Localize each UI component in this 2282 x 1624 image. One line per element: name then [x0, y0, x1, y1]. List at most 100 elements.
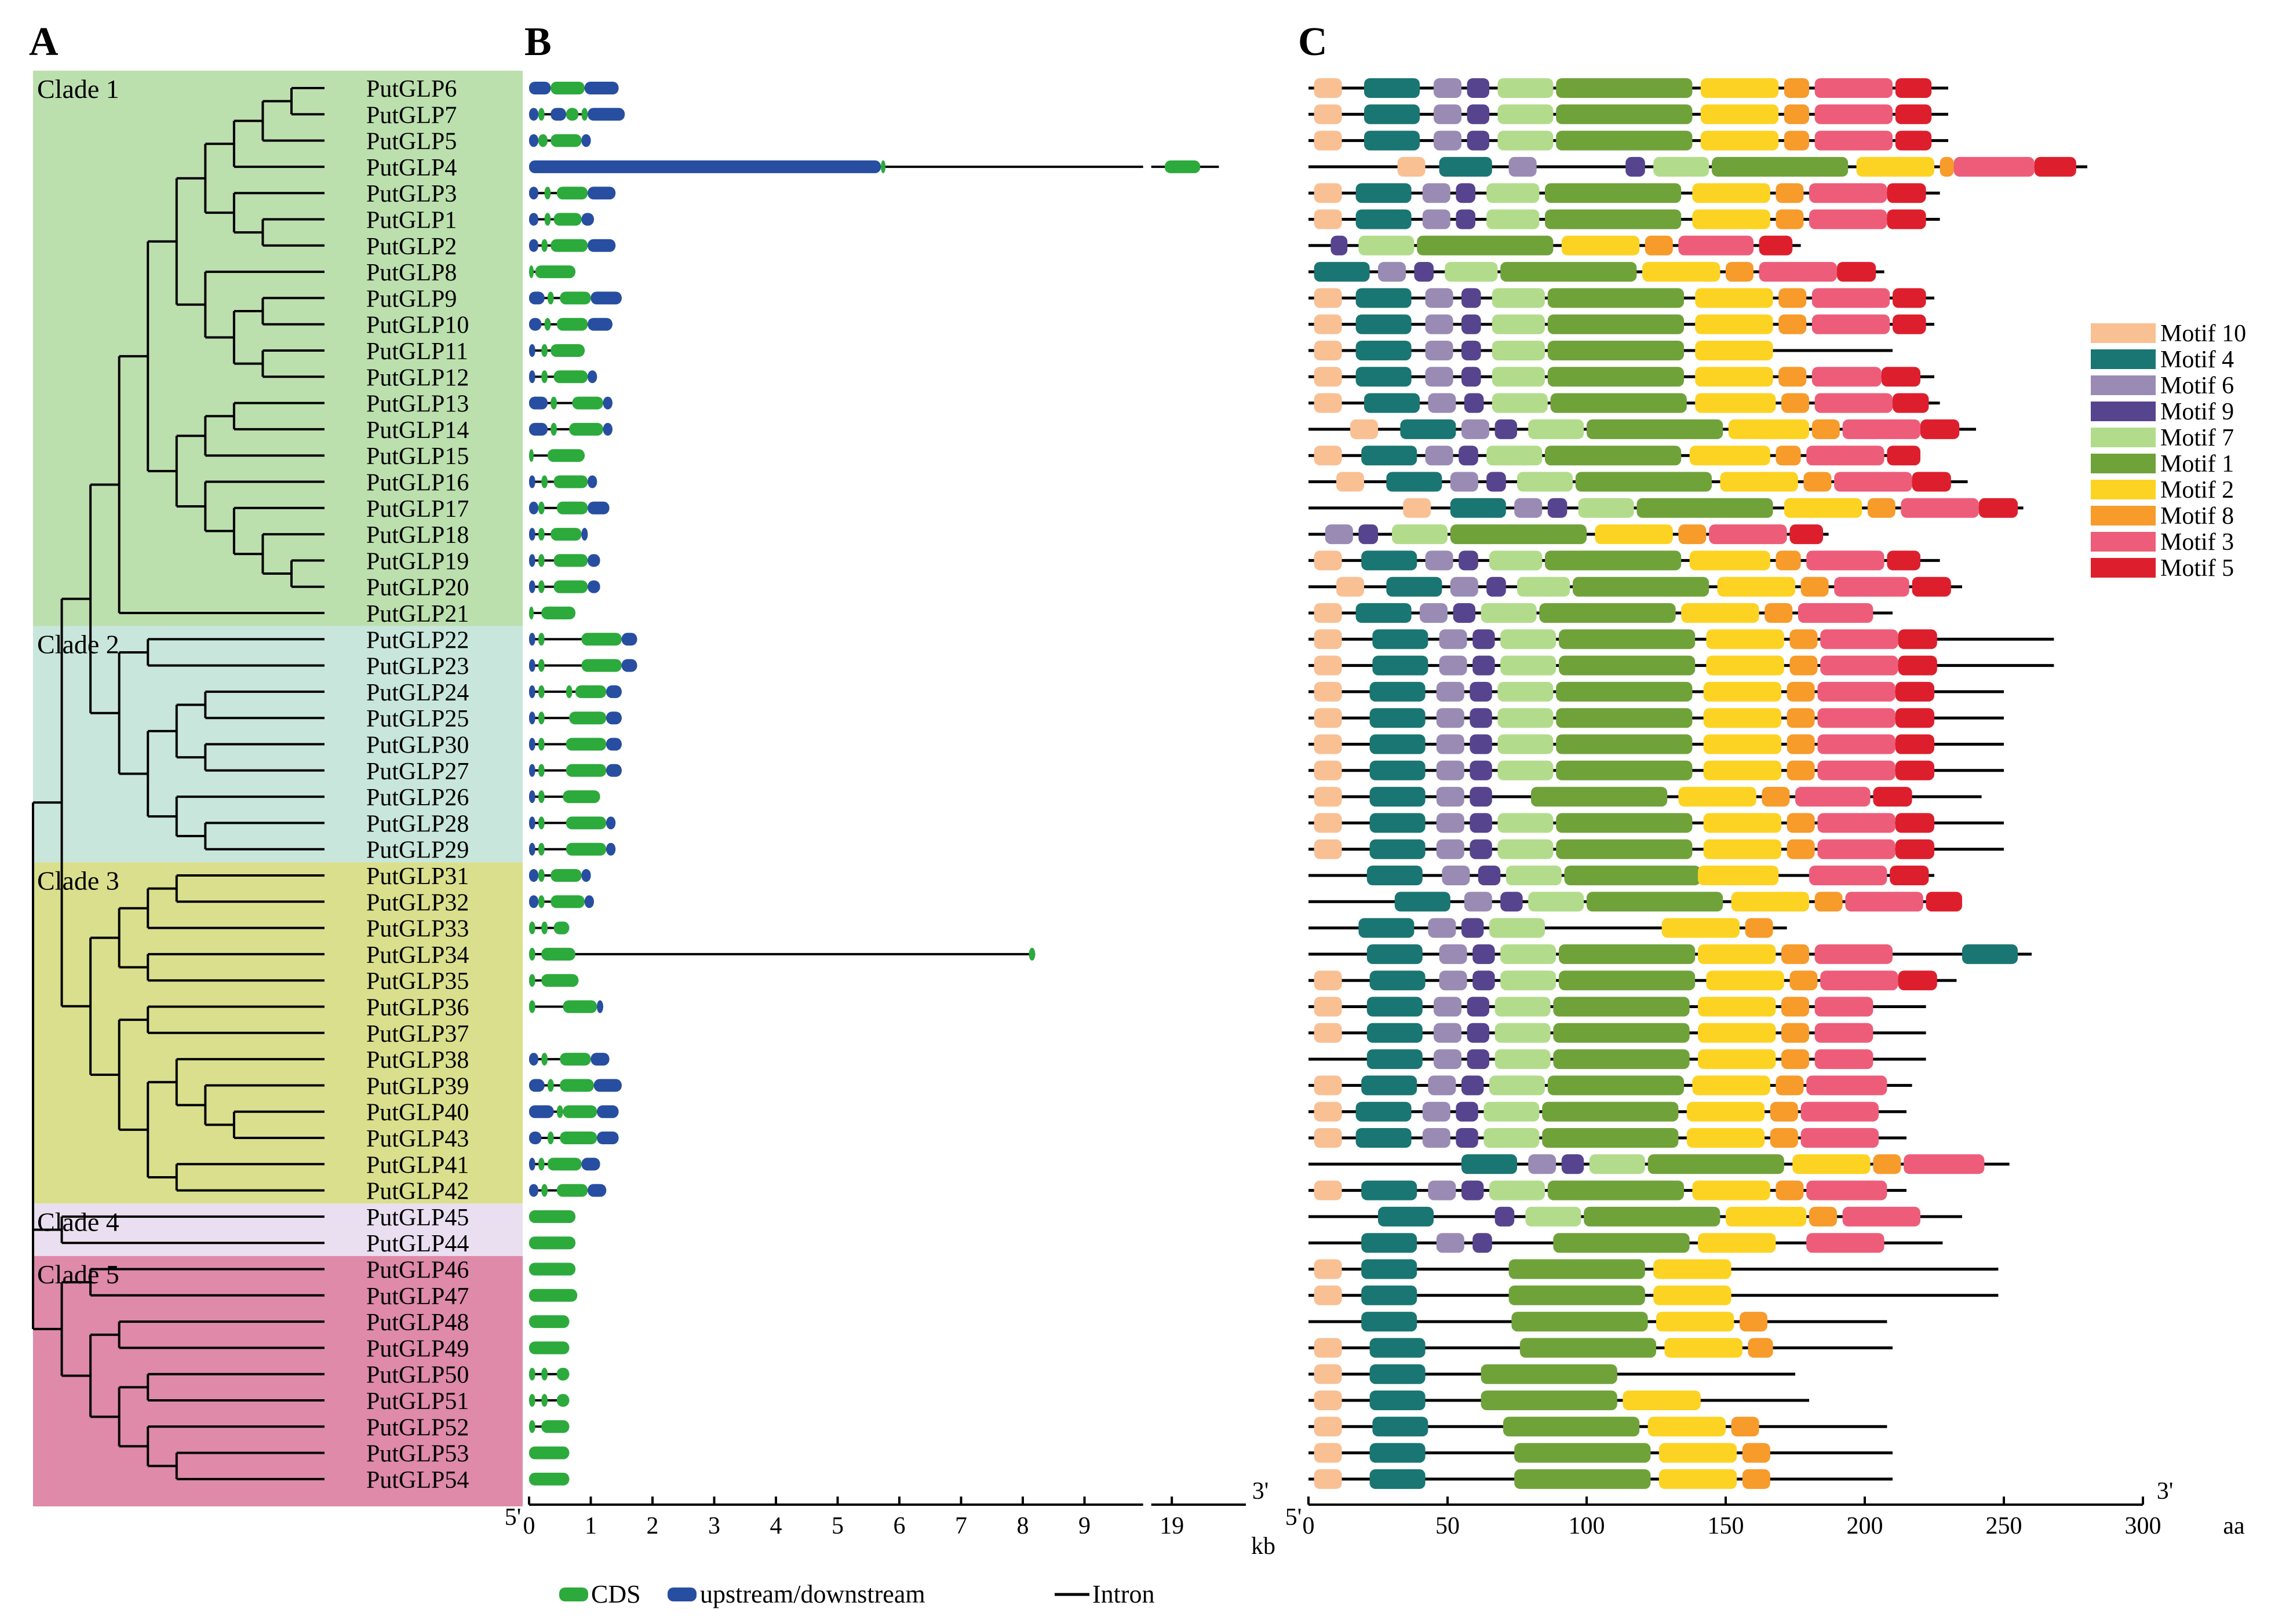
cds-block — [541, 921, 548, 935]
motif-7-block — [1653, 156, 1709, 177]
motif-6-block — [1434, 1049, 1461, 1070]
motif-9-block — [1494, 419, 1517, 439]
cds-block — [551, 869, 582, 882]
motif-6-block — [1428, 1075, 1456, 1096]
cds-block — [538, 633, 545, 646]
motif-2-block — [1698, 1023, 1776, 1043]
gene-name: PutGLP29 — [366, 837, 469, 864]
motif-9-block — [1461, 288, 1481, 308]
motif-9-block — [1470, 813, 1492, 833]
motif-6-block — [1434, 78, 1461, 98]
motif-8-block — [1803, 472, 1832, 492]
gene-name: PutGLP6 — [366, 76, 457, 103]
axis-tick-label: 300 — [2125, 1513, 2161, 1539]
phylogenetic-tree — [32, 87, 325, 1480]
gene-name: PutGLP27 — [366, 758, 469, 785]
motif-3-block — [1834, 472, 1912, 492]
motif-5-block — [1893, 314, 1926, 334]
motif-1-block — [1556, 839, 1693, 859]
motif-9-block — [1461, 341, 1481, 360]
motif-8-block — [1781, 1023, 1809, 1043]
motif-3-block — [1800, 1101, 1879, 1122]
utr-block — [529, 1053, 538, 1066]
motif-3-block — [1811, 288, 1890, 308]
motif-9-block — [1464, 393, 1484, 413]
utr-block — [529, 764, 535, 777]
motif-8-block — [1781, 944, 1809, 964]
motif-8-block — [1787, 681, 1815, 702]
motif-1-block — [1556, 813, 1693, 833]
motif-1-block — [1553, 1049, 1690, 1070]
cds-block — [551, 422, 557, 436]
motif-4-block — [1369, 787, 1426, 807]
axis-tick-label: 3 — [708, 1513, 720, 1539]
gene-structure-panel: 0 1 2 3 4 5 6 7 8 9 19 5' 3' kb — [505, 82, 1275, 1560]
utr-block — [529, 396, 548, 410]
motif-6-block — [1439, 944, 1467, 964]
cds-block — [541, 475, 548, 488]
utr-block — [529, 842, 535, 856]
motif-10-block — [1403, 498, 1431, 518]
motif-7-block — [1500, 944, 1556, 964]
legend-label: Motif 6 — [2160, 373, 2234, 399]
motif-4-block — [1394, 892, 1450, 912]
cds-block — [547, 449, 585, 462]
motif-5-block — [1893, 288, 1926, 308]
motif-3-block — [1811, 367, 1882, 387]
three-prime-label: 3' — [1252, 1478, 1269, 1505]
utr-block — [588, 501, 610, 514]
motif-2-block — [1686, 1101, 1765, 1122]
motif-10-block — [1314, 550, 1342, 571]
cds-block — [538, 764, 545, 777]
motif-6-block — [1378, 262, 1406, 282]
motif-10-block — [1314, 734, 1342, 754]
motif-4-block — [1364, 78, 1420, 98]
legend-cds-label: CDS — [591, 1580, 641, 1608]
utr-block — [529, 1158, 535, 1171]
motif-7-block — [1486, 446, 1543, 466]
motif-1-block — [1514, 1469, 1651, 1489]
cds-block — [553, 921, 570, 935]
motif-3-block — [1806, 446, 1884, 466]
motif-8-block — [1762, 787, 1790, 807]
utr-block — [588, 580, 600, 593]
gene-name: PutGLP22 — [366, 627, 469, 654]
cds-block — [566, 108, 579, 121]
motif-4-block — [1361, 550, 1417, 571]
cds-block — [551, 134, 582, 147]
motif-2-block — [1706, 655, 1784, 676]
utr-block — [581, 528, 588, 541]
utr-block — [529, 187, 538, 200]
motif-3-block — [1678, 235, 1754, 256]
gene-name: PutGLP24 — [366, 680, 469, 706]
utr-block — [529, 422, 548, 436]
motif-5-block — [1895, 708, 1934, 728]
motif-2-block — [1692, 183, 1770, 203]
motif-1-block — [1553, 997, 1690, 1017]
motif-9-block — [1461, 1075, 1484, 1096]
utr-block — [529, 291, 545, 305]
motif-9-block — [1456, 209, 1475, 229]
motif-2-block — [1595, 524, 1673, 545]
gene-name: PutGLP15 — [366, 443, 469, 470]
motif-6-block — [1428, 393, 1456, 413]
motif-3-block — [1806, 1233, 1884, 1253]
motif-2-block — [1689, 446, 1770, 466]
axis-tick-label: 50 — [1435, 1513, 1460, 1539]
motif-2-block — [1658, 1469, 1737, 1489]
gene-name: PutGLP52 — [366, 1414, 469, 1441]
motif-4-block — [1461, 1154, 1517, 1174]
motif-6-block — [1461, 419, 1489, 439]
motif-3-block — [1759, 262, 1837, 282]
axis-tick-label: 1 — [585, 1513, 597, 1539]
motif-7-block — [1500, 655, 1556, 676]
motif-9-block — [1470, 839, 1492, 859]
motif-4-block — [1355, 367, 1412, 387]
motif-10-block — [1314, 1180, 1342, 1200]
motif-3-block — [1811, 314, 1890, 334]
motif-10-block — [1314, 1391, 1342, 1410]
clade-label: Clade 4 — [37, 1207, 119, 1236]
gene-name: PutGLP34 — [366, 942, 469, 969]
motif-9-block — [1414, 262, 1434, 282]
motif-8-block — [1781, 393, 1809, 413]
